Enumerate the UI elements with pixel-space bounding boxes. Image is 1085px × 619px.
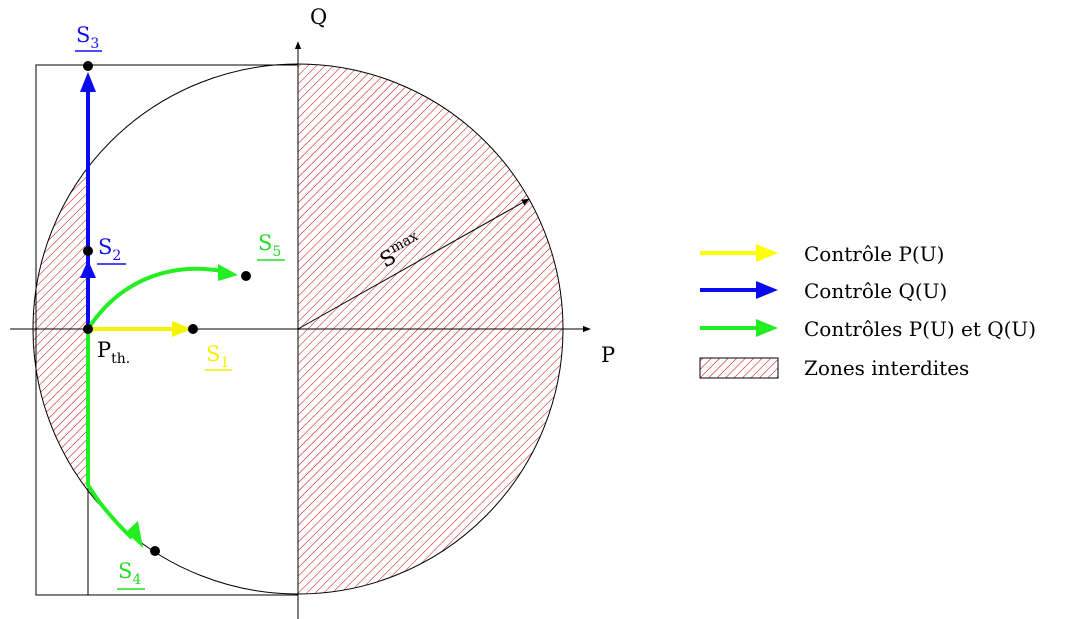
legend: Contrôle P(U) Contrôle Q(U) Contrôles P(… xyxy=(699,242,1036,380)
pq-control-arrowhead-s5 xyxy=(218,264,238,281)
pq-control-curve-s4 xyxy=(86,329,134,540)
svg-text:S5: S5 xyxy=(258,231,281,260)
svg-text:S1: S1 xyxy=(206,342,229,371)
svg-text:S4: S4 xyxy=(118,559,141,588)
label-s1: S1 xyxy=(205,342,232,371)
legend-item-pq-control: Contrôles P(U) et Q(U) xyxy=(700,317,1036,341)
radius-line xyxy=(297,198,530,330)
label-s5: S5 xyxy=(257,231,285,261)
svg-text:Contrôle Q(U): Contrôle Q(U) xyxy=(804,279,947,303)
legend-item-q-control: Contrôle Q(U) xyxy=(700,279,947,303)
pth-label: Pth. xyxy=(97,338,130,367)
pq-control-arrowhead-s4 xyxy=(126,521,143,548)
point-pth xyxy=(83,324,93,334)
point-s5 xyxy=(241,271,251,281)
svg-text:S3: S3 xyxy=(76,23,99,52)
q-axis-label: Q xyxy=(310,5,327,29)
label-s4: S4 xyxy=(117,559,145,590)
point-s1 xyxy=(188,324,198,334)
point-s4 xyxy=(150,546,160,556)
q-control-arrowhead-mid xyxy=(80,260,96,278)
p-axis-label: P xyxy=(601,343,615,367)
point-s3 xyxy=(83,61,93,71)
svg-text:Contrôles P(U) et Q(U): Contrôles P(U) et Q(U) xyxy=(804,317,1036,341)
label-s2: S2 xyxy=(97,235,126,265)
q-control-arrowhead-top xyxy=(80,72,96,92)
legend-item-forbidden: Zones interdites xyxy=(699,356,969,380)
forbidden-zone-left xyxy=(33,64,88,594)
svg-text:Zones interdites: Zones interdites xyxy=(804,356,969,380)
pq-control-curve-s5 xyxy=(86,266,223,331)
forbidden-zone-right xyxy=(298,64,563,594)
label-s3: S3 xyxy=(75,23,102,52)
p-control-arrowhead xyxy=(172,321,192,337)
svg-text:S2: S2 xyxy=(98,235,121,264)
svg-text:Contrôle P(U): Contrôle P(U) xyxy=(804,242,944,266)
legend-item-p-control: Contrôle P(U) xyxy=(700,242,944,266)
point-s2 xyxy=(83,246,93,256)
